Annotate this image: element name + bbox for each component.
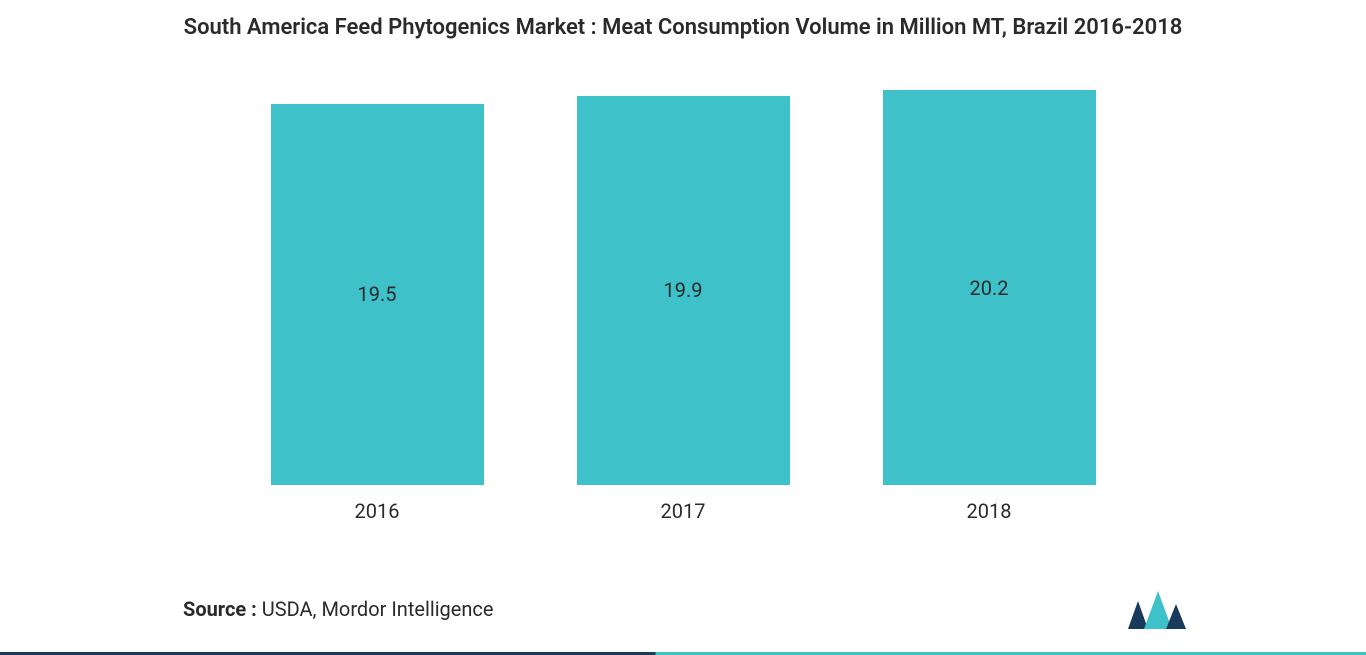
- bar-group-1: 19.9 2017: [577, 96, 790, 485]
- bar-value-1: 19.9: [577, 96, 790, 485]
- source-line: Source : USDA, Mordor Intelligence: [183, 597, 494, 621]
- bar-group-2: 20.2 2018: [883, 90, 1096, 485]
- mordor-logo-icon: [1126, 589, 1191, 635]
- chart-title: South America Feed Phytogenics Market : …: [0, 15, 1366, 40]
- bar-label-2: 2018: [883, 499, 1096, 523]
- bar-value-0: 19.5: [271, 104, 484, 485]
- plot-area: 19.5 2016 19.9 2017 20.2 2018: [180, 90, 1186, 485]
- source-label: Source :: [183, 597, 257, 621]
- bar-label-1: 2017: [577, 499, 790, 523]
- bar-group-0: 19.5 2016: [271, 104, 484, 485]
- bar-label-0: 2016: [271, 499, 484, 523]
- chart-container: South America Feed Phytogenics Market : …: [0, 0, 1366, 655]
- source-text: USDA, Mordor Intelligence: [257, 597, 494, 621]
- bar-value-2: 20.2: [883, 90, 1096, 485]
